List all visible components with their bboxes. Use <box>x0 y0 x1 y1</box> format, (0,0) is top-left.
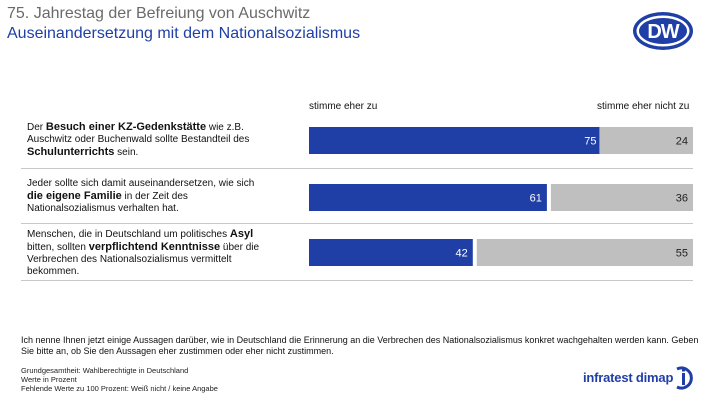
bar-disagree-label: 55 <box>676 248 688 260</box>
bar-agree-label: 42 <box>456 248 468 260</box>
statement-emphasis: Schulunterrichts <box>27 146 115 158</box>
bar-disagree <box>550 184 693 211</box>
statement-1: Der Besuch einer KZ-Gedenkstätte wie z.B… <box>27 121 267 159</box>
statement-text: Jeder sollte sich damit auseinandersetze… <box>27 178 255 189</box>
bar-disagree-label: 36 <box>676 193 688 205</box>
page-subtitle: Auseinandersetzung mit dem Nationalsozia… <box>7 25 361 42</box>
statement-text: Der <box>27 122 46 133</box>
statement-emphasis: verpflichtend Kenntnisse <box>88 241 221 253</box>
survey-unit: Werte in Prozent <box>21 375 77 384</box>
row-divider <box>21 223 693 224</box>
legend-disagree: stimme eher nicht zu <box>597 101 690 112</box>
statement-emphasis: Asyl <box>229 228 254 240</box>
bar-disagree-label: 24 <box>676 136 688 148</box>
statement-text: Menschen, die in Deutschland um politisc… <box>27 229 230 240</box>
statement-emphasis: die eigene Familie <box>27 190 122 202</box>
bar-agree-label: 75 <box>584 136 596 148</box>
statement-text: wie z.B. Auschwitz oder Buchenwald sollt… <box>27 122 250 145</box>
row-divider <box>21 168 693 169</box>
row-divider <box>21 280 693 281</box>
survey-base: Grundgesamtheit: Wahlberechtigte in Deut… <box>21 366 189 375</box>
bar-agree <box>309 127 602 154</box>
bar-disagree <box>476 239 693 266</box>
statement-text: bitten, sollten <box>27 242 89 253</box>
legend-agree: stimme eher zu <box>309 101 378 112</box>
bar-agree <box>309 184 547 211</box>
page-title: 75. Jahrestag der Befreiung von Auschwit… <box>7 5 311 22</box>
bar-agree <box>309 239 473 266</box>
bar-agree-label: 61 <box>530 193 542 205</box>
infratest-brand: infratest dimap <box>583 370 674 385</box>
survey-question: Ich nenne Ihnen jetzt einige Aussagen da… <box>21 335 699 356</box>
bar-disagree <box>599 127 693 154</box>
survey-missing: Fehlende Werte zu 100 Prozent: Weiß nich… <box>21 384 218 393</box>
dw-logo-text: DW <box>647 21 679 43</box>
statement-2: Jeder sollte sich damit auseinandersetze… <box>27 178 267 215</box>
statement-emphasis: Besuch einer KZ-Gedenkstätte <box>45 121 207 133</box>
statement-text: sein. <box>114 147 139 158</box>
statement-3: Menschen, die in Deutschland um politisc… <box>27 228 267 278</box>
statement-text: in der Zeit des Nationalsozialismus verh… <box>27 191 188 214</box>
dw-logo: DW <box>633 12 693 50</box>
infratest-logo-icon <box>676 366 693 390</box>
survey-meta: Grundgesamtheit: Wahlberechtigte in Deut… <box>21 366 218 393</box>
statement-text: über die Verbrechen des Nationalsozialis… <box>27 242 260 277</box>
